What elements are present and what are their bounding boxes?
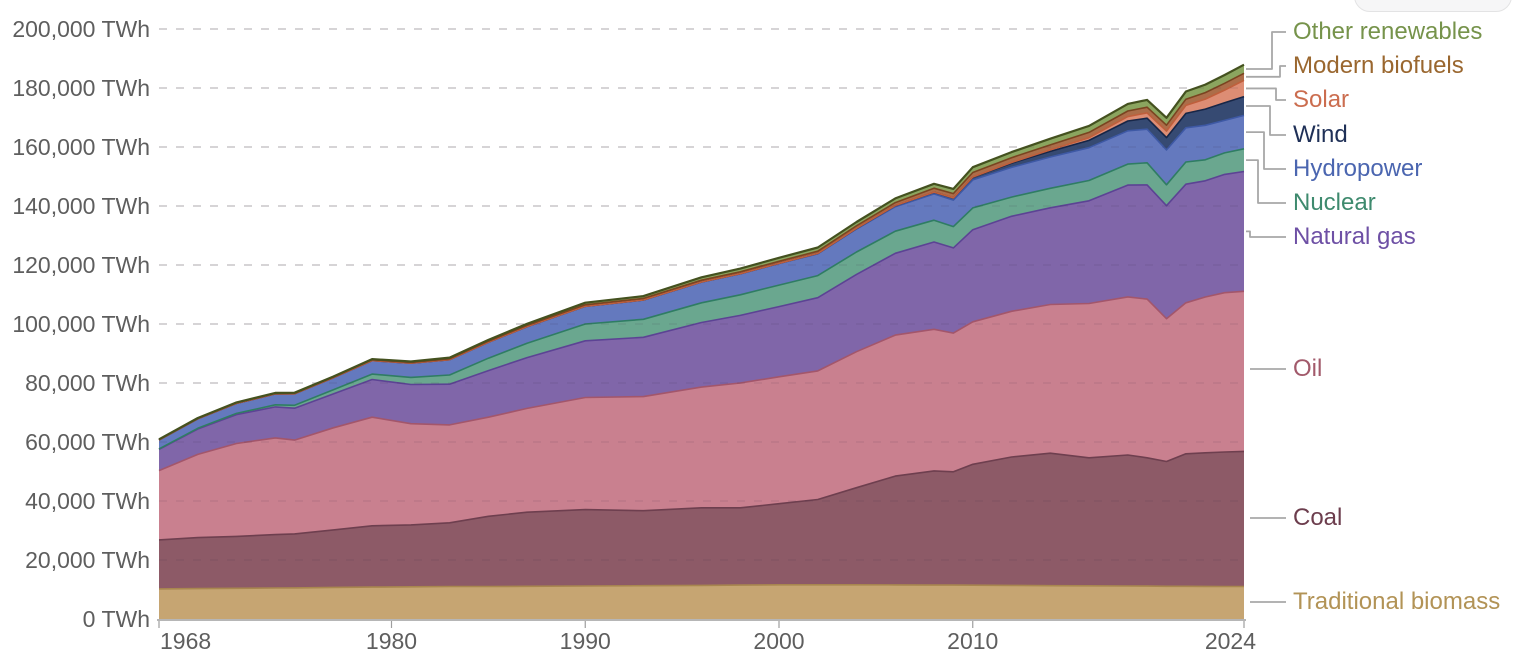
area-oil[interactable]	[159, 291, 1244, 540]
x-axis-tick-label: 2024	[1205, 628, 1256, 654]
y-axis-tick-label: 160,000 TWh	[12, 134, 150, 160]
y-axis-tick-label: 0 TWh	[83, 606, 150, 632]
area-top-line-natural-gas	[158, 170, 1245, 451]
area-top-line-traditional-biomass	[158, 583, 1244, 590]
legend-item-wind[interactable]: Wind	[1293, 121, 1348, 148]
y-axis-tick-label: 80,000 TWh	[25, 370, 150, 396]
y-axis-tick-label: 100,000 TWh	[12, 311, 150, 337]
area-top-line-other-renewables	[158, 63, 1245, 441]
area-top-line-nuclear	[158, 148, 1245, 450]
y-axis-tick-label: 120,000 TWh	[12, 252, 150, 278]
legend-item-oil[interactable]: Oil	[1293, 355, 1323, 382]
top-right-button-partial[interactable]	[1354, 0, 1512, 12]
legend-connector-nuclear	[1246, 159, 1286, 204]
legend-item-modern-biofuels[interactable]: Modern biofuels	[1293, 52, 1464, 79]
x-axis-tick-label: 1968	[160, 628, 211, 654]
y-axis-tick-label: 20,000 TWh	[25, 547, 150, 573]
area-top-line-oil	[158, 290, 1245, 472]
y-axis-tick-label: 60,000 TWh	[25, 429, 150, 455]
legend-connector-hydropower	[1246, 131, 1286, 170]
area-natural-gas[interactable]	[159, 171, 1244, 471]
area-top-line-coal	[158, 450, 1245, 541]
legend-connector-other-renewables	[1246, 31, 1286, 70]
legend-item-other-renewables[interactable]: Other renewables	[1293, 18, 1483, 45]
area-nuclear[interactable]	[159, 148, 1244, 450]
area-coal[interactable]	[159, 451, 1244, 589]
legend-item-natural-gas[interactable]: Natural gas	[1293, 223, 1416, 250]
legend-connector-wind	[1246, 105, 1286, 136]
y-axis-tick-label: 200,000 TWh	[12, 16, 150, 42]
x-axis-tick-label: 1990	[560, 628, 611, 654]
legend-item-coal[interactable]: Coal	[1293, 504, 1343, 531]
area-traditional-biomass[interactable]	[159, 584, 1244, 619]
x-axis-tick-label: 1980	[366, 628, 417, 654]
legend-item-solar[interactable]: Solar	[1293, 86, 1350, 113]
y-axis-tick-label: 140,000 TWh	[12, 193, 150, 219]
legend-item-traditional-biomass[interactable]: Traditional biomass	[1293, 588, 1501, 615]
legend-connector-natural-gas	[1246, 230, 1286, 238]
legend-connector-modern-biofuels	[1246, 65, 1286, 78]
legend-connector-solar	[1246, 87, 1286, 101]
x-axis-tick-label: 2000	[753, 628, 804, 654]
y-axis-tick-label: 40,000 TWh	[25, 488, 150, 514]
y-axis-tick-label: 180,000 TWh	[12, 75, 150, 101]
area-solar[interactable]	[159, 80, 1244, 441]
legend-item-nuclear[interactable]: Nuclear	[1293, 189, 1376, 216]
legend-item-hydropower[interactable]: Hydropower	[1293, 155, 1423, 182]
x-axis-tick-label: 2010	[947, 628, 998, 654]
